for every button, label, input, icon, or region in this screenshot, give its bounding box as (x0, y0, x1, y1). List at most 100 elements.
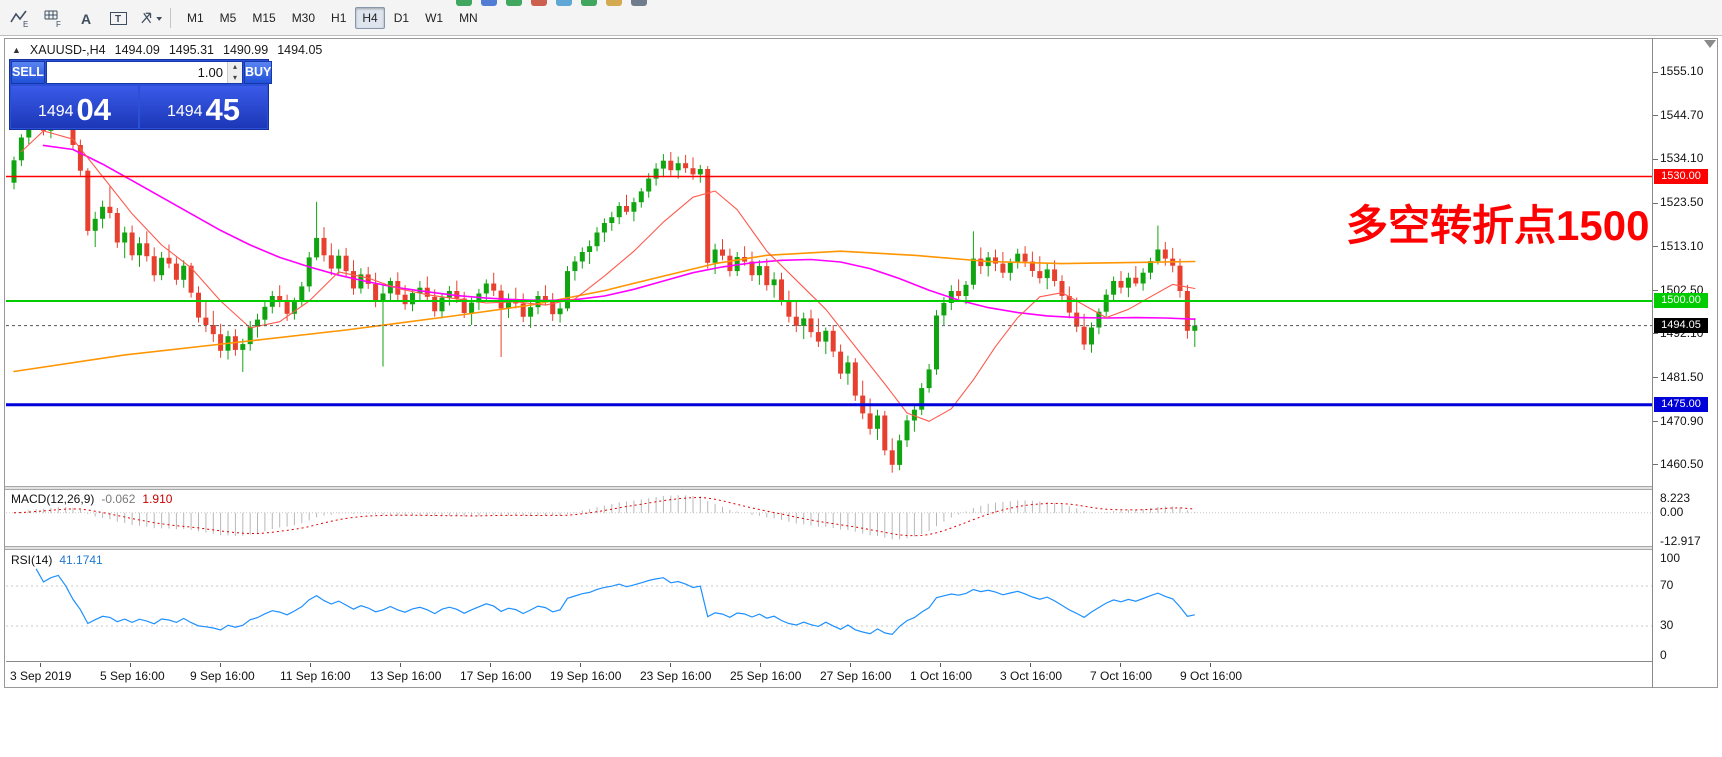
time-axis-tick (1030, 663, 1031, 667)
volume-input[interactable] (46, 62, 227, 83)
clipped-toolbar-icon[interactable] (606, 0, 622, 6)
price-axis-label: 1513.10 (1660, 238, 1704, 253)
price-axis-label: 1534.10 (1660, 151, 1704, 166)
time-axis-label: 9 Sep 16:00 (190, 669, 255, 683)
clipped-toolbar-icon[interactable] (506, 0, 522, 6)
time-axis-label: 11 Sep 16:00 (280, 669, 351, 683)
svg-text:F: F (56, 20, 61, 28)
line-studies-icon[interactable]: E (6, 6, 33, 30)
timeframe-button-m15[interactable]: M15 (252, 11, 276, 25)
macd-pane[interactable] (6, 490, 1652, 546)
buy-price-display[interactable]: 1494 45 (140, 86, 267, 128)
price-axis-label: 1544.70 (1660, 107, 1704, 122)
rsi-value: 41.1741 (59, 553, 103, 567)
time-axis-tick (310, 663, 311, 667)
ohlc-open: 1494.09 (114, 43, 160, 57)
volume-increase-button[interactable]: ▴ (227, 62, 242, 73)
time-axis-tick (850, 663, 851, 667)
rsi-axis-label: 30 (1660, 618, 1674, 632)
time-axis-tick (670, 663, 671, 667)
time-axis-tick (760, 663, 761, 667)
oneclick-collapse-icon[interactable]: ▲ (12, 45, 21, 55)
macd-header: MACD(12,26,9) -0.062 1.910 (11, 492, 172, 506)
timeframe-button-m30[interactable]: M30 (291, 11, 316, 25)
timeframe-button-h1[interactable]: H1 (331, 11, 347, 25)
rsi-header: RSI(14) 41.1741 (11, 553, 103, 567)
ohlc-high: 1495.31 (168, 43, 215, 57)
sell-button[interactable]: SELL (11, 61, 45, 84)
price-axis-tick (1653, 202, 1658, 204)
cursor-dropdown-icon[interactable] (138, 6, 165, 30)
clipped-toolbar-icon[interactable] (531, 0, 547, 6)
time-axis-label: 5 Sep 16:00 (100, 669, 165, 683)
clipped-toolbar-icon[interactable] (456, 0, 472, 6)
text-tool-icon[interactable]: A (72, 6, 99, 30)
timeframe-toolbar: M1 M5 M15 M30 H1 H4 D1 W1 MN (180, 7, 485, 29)
chart-plot-area[interactable] (6, 40, 1652, 486)
clipped-toolbar-icon[interactable] (631, 0, 647, 6)
timeframe-button-w1[interactable]: W1 (425, 11, 444, 25)
time-axis-tick (220, 663, 221, 667)
price-axis-label: 1460.50 (1660, 456, 1704, 471)
rsi-axis-label: 0 (1660, 648, 1667, 662)
time-axis-tick (40, 663, 41, 667)
buy-button[interactable]: BUY (243, 61, 273, 84)
timeframe-button-m5[interactable]: M5 (219, 11, 237, 25)
buy-price-main: 1494 (166, 103, 203, 120)
buy-price-pips: 45 (205, 92, 241, 127)
price-axis-tick (1653, 377, 1658, 379)
clipped-toolbar-icon[interactable] (556, 0, 572, 6)
grid-cursor-icon[interactable]: F (39, 6, 66, 30)
chart-shift-marker-icon[interactable] (1704, 40, 1716, 48)
price-axis[interactable]: 1555.10 1544.70 1534.10 1523.50 1513.10 1502.… (1652, 0, 1722, 757)
time-axis-label: 19 Sep 16:00 (550, 669, 622, 683)
clipped-toolbar-icon[interactable] (581, 0, 597, 6)
price-level-flag: 1530.00 (1654, 168, 1708, 184)
price-axis-tick (1653, 71, 1658, 73)
price-axis-tick (1653, 464, 1658, 466)
time-axis-label: 3 Sep 2019 (10, 669, 72, 683)
sell-price-display[interactable]: 1494 04 (11, 86, 138, 128)
time-axis[interactable]: 3 Sep 2019 5 Sep 16:00 9 Sep 16:00 11 Sep 1… (6, 661, 1652, 687)
price-axis-label: 1481.50 (1660, 369, 1704, 384)
rsi-pane[interactable] (6, 550, 1652, 660)
timeframe-button-d1[interactable]: D1 (393, 11, 410, 25)
sell-price-pips: 04 (76, 92, 112, 127)
chart-ohlc-header: ▲ XAUUSD-,H4 1494.09 1495.31 1490.99 149… (12, 43, 322, 57)
pane-splitter[interactable] (5, 486, 1653, 490)
svg-text:T: T (115, 14, 121, 25)
price-axis-tick (1653, 115, 1658, 116)
macd-main-value: -0.062 (101, 492, 136, 506)
time-axis-label: 17 Sep 16:00 (460, 669, 532, 683)
text-label-tool-icon[interactable]: T (105, 6, 132, 30)
price-axis-label: 1470.90 (1660, 413, 1704, 428)
ohlc-close: 1494.05 (277, 43, 323, 57)
timeframe-button-h4[interactable]: H4 (355, 7, 385, 29)
symbol-timeframe-label: XAUUSD-,H4 (29, 43, 106, 57)
pane-splitter[interactable] (5, 546, 1653, 550)
price-axis-tick (1653, 246, 1658, 248)
time-axis-label: 13 Sep 16:00 (370, 669, 442, 683)
price-axis-label: 1555.10 (1660, 64, 1704, 79)
timeframe-button-m1[interactable]: M1 (187, 11, 204, 25)
time-axis-tick (400, 663, 401, 667)
time-axis-label: 7 Oct 16:00 (1090, 669, 1153, 683)
time-axis-label: 25 Sep 16:00 (730, 669, 802, 683)
price-level-flag: 1475.00 (1654, 397, 1708, 413)
volume-decrease-button[interactable]: ▾ (227, 72, 242, 83)
price-axis-label: 1523.50 (1660, 195, 1704, 210)
price-axis-tick (1653, 290, 1658, 292)
chart-annotation-text[interactable]: 多空转折点1500 (1346, 202, 1650, 249)
macd-axis-label: -12.917 (1660, 533, 1701, 548)
drawing-tools-group: E F A T (6, 6, 165, 30)
svg-text:A: A (81, 11, 91, 27)
macd-title: MACD(12,26,9) (11, 492, 95, 506)
macd-axis-label: 0.00 (1660, 504, 1684, 519)
time-axis-tick (130, 663, 131, 667)
time-axis-tick (490, 663, 491, 667)
clipped-toolbar-icon[interactable] (481, 0, 497, 6)
price-level-flag: 1500.00 (1654, 293, 1708, 309)
timeframe-button-mn[interactable]: MN (459, 11, 478, 25)
